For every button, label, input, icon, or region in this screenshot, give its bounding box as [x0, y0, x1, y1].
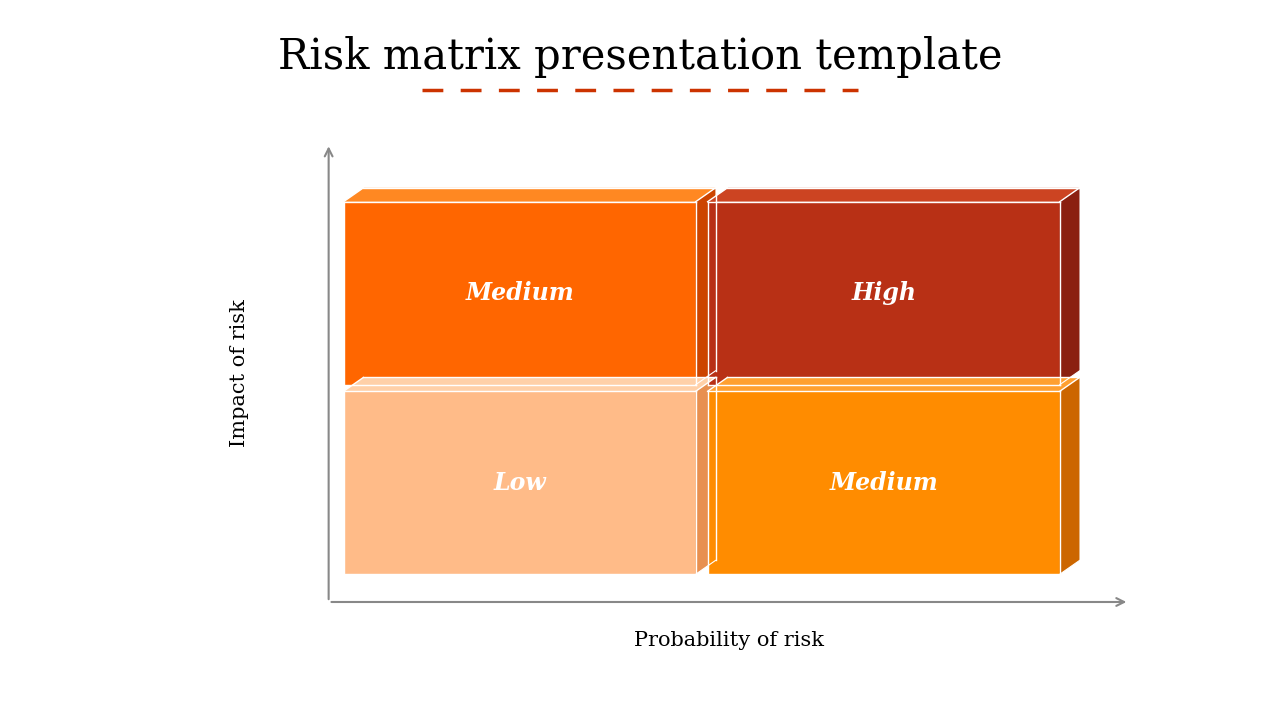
Polygon shape	[343, 202, 696, 384]
Polygon shape	[696, 188, 716, 384]
Text: Low: Low	[493, 471, 547, 495]
Text: Impact of risk: Impact of risk	[230, 299, 248, 446]
Text: Medium: Medium	[829, 471, 938, 495]
Polygon shape	[343, 188, 716, 202]
Text: Risk matrix presentation template: Risk matrix presentation template	[278, 36, 1002, 78]
Polygon shape	[708, 391, 1060, 575]
Polygon shape	[343, 377, 716, 391]
Text: High: High	[851, 282, 916, 305]
Polygon shape	[1060, 377, 1079, 575]
Polygon shape	[1060, 188, 1079, 384]
Text: Medium: Medium	[465, 282, 573, 305]
Text: Probability of risk: Probability of risk	[634, 631, 824, 650]
Polygon shape	[708, 377, 1079, 391]
Polygon shape	[708, 202, 1060, 384]
Polygon shape	[696, 377, 716, 575]
Polygon shape	[708, 188, 1079, 202]
Polygon shape	[343, 391, 696, 575]
